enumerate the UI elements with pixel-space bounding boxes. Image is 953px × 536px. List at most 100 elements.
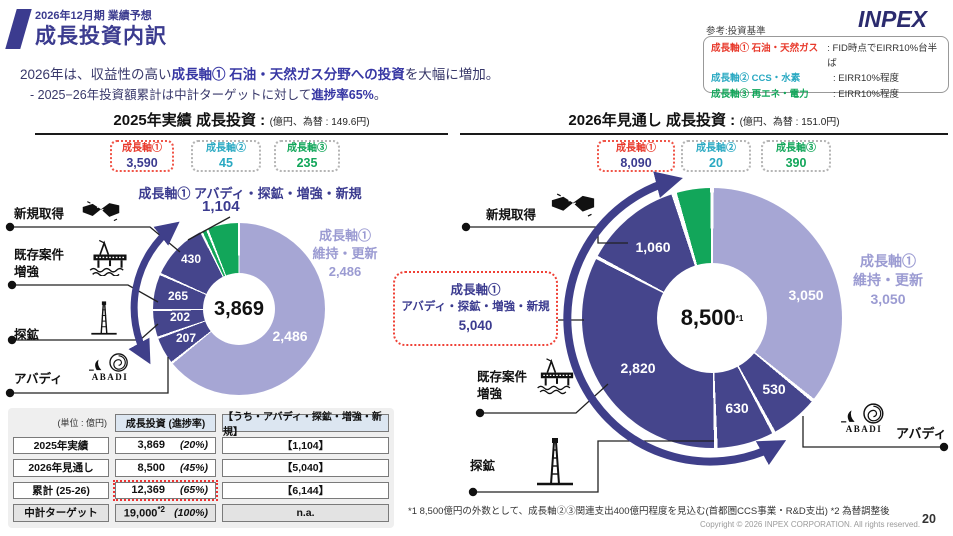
- table-row-breakdown: n.a.: [222, 504, 389, 522]
- left-panel-header: 2025年実績 成長投資 : (億円、為替 : 149.6円): [35, 109, 448, 130]
- handshake-icon: [551, 193, 595, 217]
- donut-2025-center: 3,869: [203, 273, 275, 345]
- seg-2025-abadi: 207: [175, 331, 197, 345]
- oil-platform-icon: [89, 239, 127, 276]
- abadi-logo-text: ABADI: [91, 372, 129, 382]
- maintain-name: 維持・更新: [312, 246, 378, 261]
- lead-1-tail: を大幅に増加。: [404, 67, 500, 82]
- table-row-label: 2025年実績: [13, 436, 109, 454]
- invest-value: 3,869: [137, 439, 165, 452]
- callout-axis: 成長軸①: [450, 283, 501, 298]
- progress-rate: (45%): [179, 461, 208, 474]
- axis3-criteria: : EIRR10%程度: [833, 88, 899, 100]
- seg-2025-existing: 265: [167, 289, 189, 303]
- seg-2026-existing: 2,820: [620, 360, 656, 376]
- right-growth-callout: 成長軸① アバディ・探鉱・増強・新規 5,040: [393, 271, 558, 346]
- right-label-existing-2: 増強: [477, 387, 503, 401]
- donut-2026-center: 8,500 *1: [657, 263, 767, 373]
- table-row-value: 19,000*2 (100%): [115, 504, 216, 522]
- axis1-criteria: : FID時点でEIRR10%台半ば: [827, 43, 938, 70]
- table-unit-note: (単位 : 億円): [57, 418, 108, 429]
- invest-value-number: 19,000: [123, 508, 158, 521]
- right-panel-fx-note: (億円、為替 : 151.0円): [739, 117, 840, 128]
- table-row-value: 8,500 (45%): [115, 459, 216, 477]
- footnote: *1 8,500億円の外数として、成長軸②③関連支出400億円程度を見込む(首都…: [408, 506, 890, 517]
- right-badge-axis3: 成長軸③ 390: [761, 140, 831, 172]
- investment-summary-table: (単位 : 億円) 成長投資 (進捗率) 【うち・アバディ・探鉱・増強・新規】 …: [8, 408, 394, 528]
- inpex-logo: INPEX: [858, 6, 928, 32]
- copyright: Copyright © 2026 INPEX CORPORATION. All …: [700, 520, 921, 529]
- seg-2025-new-acquisition: 430: [180, 252, 202, 266]
- invest-value: 19,000*2: [124, 505, 165, 520]
- criteria-row-axis2: 成長軸② CCS・水素 : EIRR10%程度: [711, 71, 941, 86]
- callout-value: 5,040: [458, 318, 493, 334]
- invest-value: 12,369: [131, 484, 165, 497]
- table-row-breakdown: 【6,144】: [222, 481, 389, 499]
- right-badge-axis2: 成長軸② 20: [681, 140, 751, 172]
- right-panel-title: 2026年見通し 成長投資 :: [568, 112, 736, 129]
- seg-2026-maintain: 3,050: [788, 287, 824, 303]
- left-growth-title: 成長軸① アバディ・探鉱・増強・新規: [138, 186, 362, 201]
- left-badge-axis1: 成長軸① 3,590: [110, 140, 174, 172]
- seg-2026-exploration: 630: [725, 400, 749, 416]
- maintain-name: 維持・更新: [853, 272, 923, 288]
- seg-2025-maintain: 2,486: [272, 328, 308, 344]
- right-panel-rule: [460, 133, 948, 135]
- lead-2-normal: - 2025−26年投資額累計は中計ターゲットに対して: [30, 88, 312, 102]
- right-label-abadi: アバディ: [896, 426, 947, 441]
- progress-rate: (65%): [179, 484, 208, 497]
- right-label-new-acquisition: 新規取得: [486, 208, 537, 222]
- investment-criteria-box: 成長軸① 石油・天然ガス : FID時点でEIRR10%台半ば 成長軸② CCS…: [703, 36, 949, 100]
- slide-kicker: 2026年12月期 業績予想: [35, 10, 152, 22]
- badge-label: 成長軸①: [122, 143, 162, 154]
- criteria-row-axis3: 成長軸③ 再エネ・電力 : EIRR10%程度: [711, 87, 941, 102]
- page-number: 20: [922, 512, 936, 526]
- table-col-invest: 成長投資 (進捗率): [115, 414, 216, 432]
- maintain-value: 2,486: [328, 264, 362, 279]
- table-col-breakdown: 【うち・アバディ・探鉱・増強・新規】: [222, 412, 389, 438]
- lead-1-emphasis: 成長軸① 石油・天然ガス分野への投資: [171, 67, 405, 82]
- seg-2025-exploration: 202: [169, 310, 191, 324]
- badge-label: 成長軸③: [776, 143, 816, 154]
- drilling-rig-icon: [91, 301, 117, 335]
- badge-value: 390: [785, 155, 807, 170]
- badge-value: 45: [219, 155, 233, 170]
- donut-2026-total-footref: *1: [735, 313, 744, 323]
- badge-label: 成長軸③: [287, 143, 327, 154]
- lead-sentence-1: 2026年は、収益性の高い成長軸① 石油・天然ガス分野への投資を大幅に増加。: [20, 63, 499, 83]
- invest-value: 8,500: [137, 461, 165, 474]
- left-label-exploration: 探鉱: [14, 328, 40, 342]
- lead-2-emphasis: 進捗率65%: [311, 88, 374, 102]
- axis1-name: 成長軸① 石油・天然ガス: [711, 43, 819, 54]
- left-panel-fx-note: (億円、為替 : 149.6円): [269, 117, 370, 128]
- table-row-breakdown: 【5,040】: [222, 459, 389, 477]
- left-maintain-label: 成長軸① 維持・更新 2,486: [297, 227, 393, 281]
- reference-label: 参考:投資基準: [706, 26, 766, 37]
- page-title: 成長投資内訳: [35, 25, 167, 48]
- left-panel-rule: [35, 133, 448, 135]
- table-row-breakdown: 【1,104】: [222, 436, 389, 454]
- left-label-new-acquisition: 新規取得: [14, 207, 65, 221]
- axis2-criteria: : EIRR10%程度: [833, 73, 899, 85]
- seg-2026-abadi: 530: [762, 381, 786, 397]
- axis2-name: 成長軸② CCS・水素: [711, 73, 801, 85]
- handshake-icon: [82, 201, 120, 222]
- badge-value: 8,090: [620, 155, 652, 170]
- maintain-value: 3,050: [870, 291, 906, 307]
- right-label-existing-1: 既存案件: [477, 370, 528, 384]
- donut-2025-total: 3,869: [213, 297, 265, 320]
- badge-value: 235: [296, 155, 318, 170]
- right-badge-axis1: 成長軸① 8,090: [597, 140, 675, 172]
- badge-value: 20: [709, 155, 723, 170]
- criteria-row-axis1: 成長軸① 石油・天然ガス : FID時点でEIRR10%台半ば: [711, 41, 941, 71]
- axis3-name: 成長軸③ 再エネ・電力: [711, 88, 809, 100]
- lead-1-normal: 2026年は、収益性の高い: [20, 67, 172, 82]
- badge-label: 成長軸②: [696, 143, 736, 154]
- lead-sentence-2: - 2025−26年投資額累計は中計ターゲットに対して進捗率65%。: [30, 84, 386, 103]
- left-badge-axis3: 成長軸③ 235: [274, 140, 340, 172]
- abadi-logo-text: ABADI: [845, 424, 883, 434]
- left-panel-title: 2025年実績 成長投資 :: [113, 112, 266, 129]
- accent-bar: [5, 9, 32, 49]
- progress-rate: (100%): [174, 506, 208, 519]
